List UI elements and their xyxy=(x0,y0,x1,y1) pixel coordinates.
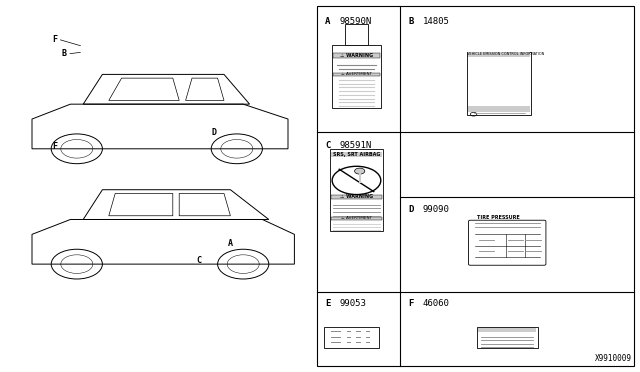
Bar xyxy=(333,53,380,58)
Bar xyxy=(332,45,381,108)
Bar xyxy=(468,52,530,57)
Text: 98591N: 98591N xyxy=(339,141,371,150)
Bar xyxy=(345,24,368,45)
Text: TIRE PRESSURE: TIRE PRESSURE xyxy=(477,215,520,220)
Bar xyxy=(324,327,379,348)
Text: B: B xyxy=(408,17,413,26)
Text: 98590N: 98590N xyxy=(339,17,371,26)
Text: VEHICLE EMISSION CONTROL INFORMATION: VEHICLE EMISSION CONTROL INFORMATION xyxy=(467,52,544,56)
Bar xyxy=(333,73,380,76)
Text: F: F xyxy=(408,299,413,308)
Text: ⚠ AVERTIMENT: ⚠ AVERTIMENT xyxy=(341,217,372,220)
Text: ⚠ WARNING: ⚠ WARNING xyxy=(340,53,373,58)
Text: SRS, SRT AIRBAG: SRS, SRT AIRBAG xyxy=(333,152,380,157)
Text: B: B xyxy=(61,49,67,58)
Bar xyxy=(317,6,634,366)
Text: ⚠ WARNING: ⚠ WARNING xyxy=(340,194,373,199)
Text: 46060: 46060 xyxy=(422,299,449,308)
Circle shape xyxy=(355,168,365,174)
Bar xyxy=(331,217,382,220)
Text: A: A xyxy=(325,17,330,26)
Bar xyxy=(477,327,538,348)
Bar xyxy=(330,149,383,231)
Bar xyxy=(331,195,382,199)
Text: A: A xyxy=(228,239,233,248)
Text: E: E xyxy=(325,299,330,308)
Text: 99090: 99090 xyxy=(422,205,449,214)
Text: C: C xyxy=(196,256,201,265)
Text: F: F xyxy=(52,142,57,151)
Text: 99053: 99053 xyxy=(339,299,366,308)
Text: D: D xyxy=(212,128,217,137)
FancyBboxPatch shape xyxy=(468,220,546,265)
Text: C: C xyxy=(325,141,330,150)
Text: ⚠ AVERTIMENT: ⚠ AVERTIMENT xyxy=(341,73,372,76)
Text: D: D xyxy=(408,205,413,214)
Text: F: F xyxy=(52,35,57,44)
Bar xyxy=(468,106,530,112)
Bar xyxy=(331,152,382,157)
Bar xyxy=(467,52,531,115)
Text: X9910009: X9910009 xyxy=(595,354,632,363)
Text: 14805: 14805 xyxy=(422,17,449,26)
Bar xyxy=(478,328,536,332)
